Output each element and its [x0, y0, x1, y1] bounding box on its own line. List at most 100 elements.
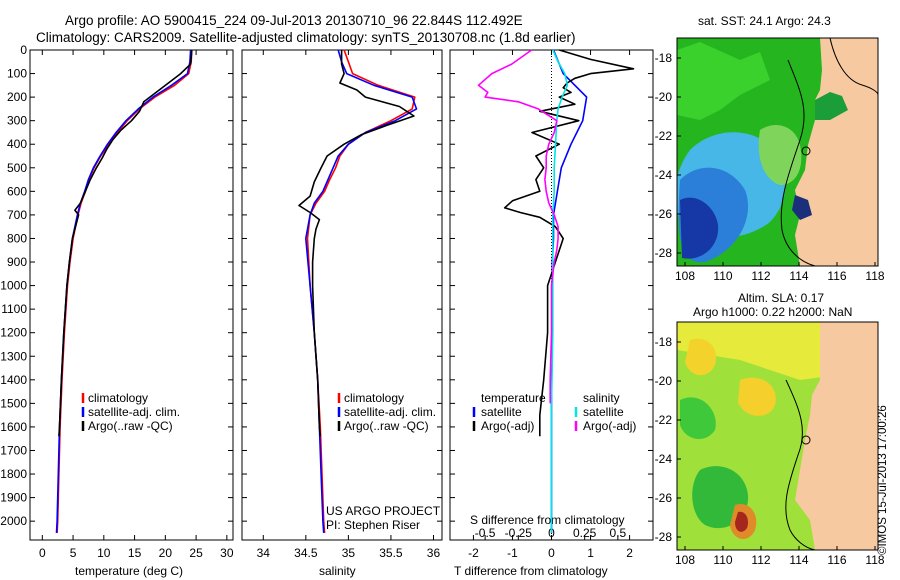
x-tick-label: 20	[159, 546, 173, 560]
sst-bay	[792, 195, 812, 220]
x-tick-label: 0	[39, 546, 46, 560]
y-tick-label: 1700	[0, 443, 27, 457]
y-tick-label: 1300	[0, 349, 27, 363]
top-tick-label: 0	[548, 526, 555, 540]
plot-frame	[241, 49, 443, 541]
sst-lon-label: 118	[865, 269, 884, 283]
y-tick-label: 300	[7, 114, 27, 128]
x-tick-label: 1	[587, 546, 594, 560]
sla-map-frame	[676, 321, 879, 551]
sst-lon-label: 108	[675, 269, 695, 283]
y-tick-label: 800	[7, 231, 27, 245]
sst-warm-patch	[677, 42, 770, 120]
y-tick-label: 100	[7, 67, 27, 81]
title-line-1: Argo profile: AO 5900415_224 09-Jul-2013…	[65, 13, 523, 28]
sla-lon-label: 114	[789, 553, 808, 567]
y-tick-label: 0	[20, 43, 27, 57]
x-tick-label: 10	[97, 546, 111, 560]
sla-map-title-1: Altim. SLA: 0.17	[738, 291, 825, 305]
sst-isobath	[780, 59, 816, 266]
top-tick-label: -0.25	[505, 526, 533, 540]
sla-lat-label: -26	[655, 491, 673, 505]
sst-lon-label: 116	[827, 269, 846, 283]
legend-satellite: satellite-adj. clim.	[88, 405, 181, 419]
sla-map-title-2: Argo h1000: 0.22 h2000: NaN	[693, 305, 853, 319]
legend-argo: Argo(..raw -QC)	[88, 419, 173, 433]
sst-front-patch	[758, 125, 802, 185]
sla-land	[795, 322, 878, 550]
x-tick-label: 5	[70, 546, 77, 560]
x-tick-label: 0	[548, 546, 555, 560]
y-tick-label: 1100	[1, 302, 27, 316]
sst-lon-label: 112	[751, 269, 770, 283]
series-line-satellite-adj-clim-	[55, 49, 192, 533]
difference-toplabel: S difference from climatology	[470, 513, 625, 527]
legend-s-satellite: satellite	[583, 405, 624, 419]
legend-salinity-heading: salinity	[583, 391, 620, 405]
sst-lat-label: -26	[655, 207, 673, 221]
sst-isobath-2	[829, 38, 878, 96]
y-tick-label: 1400	[0, 373, 27, 387]
sla-lat-label: -28	[655, 530, 673, 544]
sst-lon-label: 110	[713, 269, 732, 283]
sst-lat-label: -24	[655, 168, 673, 182]
plot-frame	[29, 49, 234, 541]
sst-coldest-patch	[680, 197, 719, 259]
x-tick-label: 34.5	[294, 546, 318, 560]
sla-profile-marker	[801, 435, 811, 445]
x-tick-label: 25	[189, 546, 203, 560]
legend-s-argo: Argo(-adj)	[583, 419, 637, 433]
y-tick-label: 1600	[0, 420, 27, 434]
y-tick-label: 400	[7, 137, 27, 151]
sst-map	[677, 38, 878, 266]
x-tick-label: 34	[257, 546, 271, 560]
sla-lat-label: -24	[655, 452, 673, 466]
y-tick-label: 600	[7, 184, 27, 198]
legend-temperature-heading: temperature	[481, 391, 546, 405]
sst-map-frame	[676, 37, 879, 267]
sla-lon-label: 112	[751, 553, 770, 567]
sla-isobath	[785, 379, 816, 550]
y-tick-label: 1200	[0, 326, 27, 340]
y-tick-label: 700	[7, 208, 27, 222]
x-tick-label: -2	[468, 546, 479, 560]
sla-lat-label: -22	[655, 413, 673, 427]
legend-satellite: satellite-adj. clim.	[344, 405, 437, 419]
difference-xlabel: T difference from climatology	[454, 564, 608, 578]
x-tick-label: 36	[427, 546, 441, 560]
legend-t-satellite: satellite	[481, 405, 522, 419]
legend-climatology: climatology	[88, 391, 149, 405]
series-line-climatology	[306, 49, 416, 533]
y-tick-label: 1000	[0, 279, 27, 293]
chart-panel-2: -2 -1 0 1 2 -0.5 -0.25 0 0.25 0.5	[449, 49, 654, 560]
pi-credit: PI: Stephen Riser	[326, 518, 421, 532]
chart-panel-0: 0 5 10 15 20 25 300100200300400500600700800900…	[0, 43, 234, 560]
sla-low-patch	[680, 397, 716, 440]
sla-map	[677, 322, 878, 550]
sst-land	[795, 38, 878, 266]
sla-hot-core	[735, 511, 748, 532]
title-line-2: Climatology: CARS2009. Satellite-adjuste…	[36, 30, 576, 45]
chart-panel-1: 34 34.5 35 35.5 36	[241, 49, 443, 560]
x-tick-label: 2	[626, 546, 633, 560]
sst-coast-strip	[815, 92, 848, 120]
temperature-xlabel: temperature (deg C)	[75, 564, 184, 578]
series-line-satellite-adj-clim-	[304, 49, 418, 533]
x-tick-label: 35	[342, 546, 356, 560]
sla-lon-label: 108	[675, 553, 695, 567]
series-line-temperature-argo-adj-	[503, 49, 635, 437]
series-line-argo-raw-qc-	[58, 49, 193, 437]
sla-lon-label: 116	[827, 553, 846, 567]
top-tick-label: 0.5	[610, 526, 627, 540]
top-tick-label: -0.5	[475, 526, 496, 540]
project-credit: US ARGO PROJECT	[326, 504, 441, 518]
sla-bump-patch	[685, 338, 716, 376]
x-tick-label: 35.5	[379, 546, 403, 560]
y-tick-label: 1800	[0, 467, 27, 481]
sst-lat-label: -18	[655, 51, 673, 65]
series-line-salinity-satellite	[550, 49, 569, 533]
legend-argo: Argo(..raw -QC)	[344, 419, 429, 433]
x-tick-label: -1	[507, 546, 518, 560]
sst-profile-marker	[801, 146, 811, 156]
